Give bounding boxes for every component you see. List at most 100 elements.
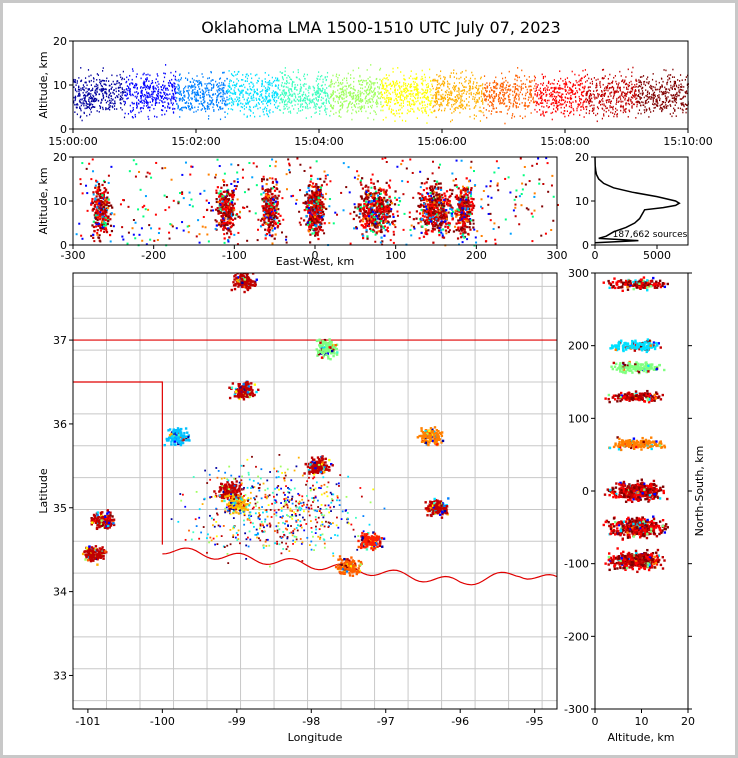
altitude-time-point [220, 95, 222, 98]
altitude-time-point [582, 69, 584, 72]
altitude-time-point [236, 96, 238, 98]
altitude-time-point [200, 102, 202, 105]
altitude-time-point [510, 102, 512, 105]
altitude-time-point [426, 86, 428, 89]
altitude-eastwest-point [91, 200, 94, 203]
altitude-time-point [148, 96, 150, 98]
altitude-time-point [177, 105, 179, 108]
altitude-time-point [293, 99, 295, 102]
altitude-time-point [107, 100, 109, 103]
altitude-time-point [314, 104, 316, 107]
altitude-time-point [589, 100, 592, 103]
altitude-time-point [216, 84, 218, 87]
altitude-time-point [529, 92, 531, 95]
altitude-time-point [492, 99, 494, 102]
altitude-time-point [131, 68, 134, 70]
altitude-time-point [306, 105, 308, 108]
altitude-time-point [288, 88, 290, 90]
altitude-time-point [686, 92, 688, 95]
altitude-time-point [474, 96, 476, 99]
altitude-time-point [603, 113, 605, 115]
altitude-eastwest-point [219, 207, 222, 211]
altitude-time-point [371, 99, 374, 101]
altitude-time-point [87, 69, 90, 71]
altitude-eastwest-point [107, 220, 110, 223]
altitude-time-point [652, 110, 655, 112]
altitude-time-point [515, 74, 517, 77]
altitude-time-point [555, 101, 557, 103]
altitude-eastwest-point [102, 221, 105, 224]
altitude-time-point [623, 86, 625, 89]
altitude-time-point [576, 91, 579, 94]
altitude-time-point [532, 101, 535, 104]
altitude-time-point [503, 102, 506, 105]
altitude-time-point [184, 86, 186, 89]
altitude-time-point [180, 90, 182, 93]
altitude-time-point [332, 107, 334, 109]
altitude-time-point [281, 101, 283, 104]
altitude-time-point [212, 103, 214, 105]
altitude-time-point [637, 95, 640, 98]
altitude-time-point [383, 77, 385, 79]
altitude-time-point [544, 75, 546, 78]
altitude-time-point [160, 95, 162, 98]
altitude-time-point [202, 93, 204, 96]
altitude-time-point [463, 86, 465, 88]
altitude-time-point [108, 80, 110, 82]
altitude-time-point [614, 75, 617, 77]
altitude-time-point [378, 87, 380, 90]
altitude-time-point [533, 75, 536, 78]
altitude-time-point [409, 105, 412, 108]
altitude-time-point [80, 109, 82, 112]
altitude-eastwest-point [271, 198, 275, 201]
altitude-time-point [682, 109, 684, 112]
altitude-time-point [412, 103, 414, 106]
altitude-time-point [605, 110, 607, 113]
altitude-time-point [478, 93, 480, 95]
altitude-time-point [210, 100, 212, 102]
altitude-time-point [82, 102, 84, 105]
altitude-time-point [348, 86, 350, 88]
altitude-time-point [288, 106, 290, 109]
altitude-time-point [338, 96, 341, 99]
altitude-time-point [628, 110, 631, 113]
altitude-time-point [389, 82, 392, 85]
altitude-time-point [219, 106, 222, 108]
altitude-time-point [378, 93, 380, 95]
altitude-time-point [379, 67, 382, 70]
altitude-time-point [434, 110, 436, 112]
altitude-time-point [341, 105, 344, 108]
altitude-time-point [303, 85, 305, 87]
altitude-time-point [165, 89, 167, 91]
altitude-time-point [410, 85, 412, 88]
altitude-time-point [387, 102, 389, 104]
altitude-time-point [338, 98, 340, 101]
altitude-time-point [596, 106, 599, 108]
altitude-eastwest-point [223, 200, 226, 203]
altitude-eastwest-point [228, 228, 231, 231]
altitude-time-point [495, 87, 497, 90]
altitude-time-point [343, 77, 345, 80]
altitude-time-point [119, 102, 121, 104]
altitude-eastwest-point [96, 191, 99, 195]
altitude-time-point [465, 69, 467, 72]
altitude-eastwest-point [270, 227, 274, 230]
altitude-time-point [105, 95, 108, 98]
altitude-time-point [132, 116, 134, 119]
altitude-time-point [353, 104, 355, 106]
altitude-time-point [437, 98, 440, 101]
altitude-time-point [315, 108, 317, 110]
altitude-time-point [617, 85, 619, 88]
altitude-eastwest-point [97, 224, 100, 227]
altitude-time-point [524, 94, 527, 97]
altitude-time-point [597, 78, 599, 81]
altitude-time-point [672, 112, 674, 114]
altitude-time-point [404, 87, 407, 90]
altitude-time-point [608, 109, 610, 112]
altitude-time-point [619, 86, 621, 89]
altitude-time-point [491, 89, 493, 92]
altitude-time-point [384, 101, 386, 103]
altitude-time-point [304, 93, 306, 96]
altitude-time-point [382, 109, 384, 112]
altitude-time-point [491, 101, 493, 104]
